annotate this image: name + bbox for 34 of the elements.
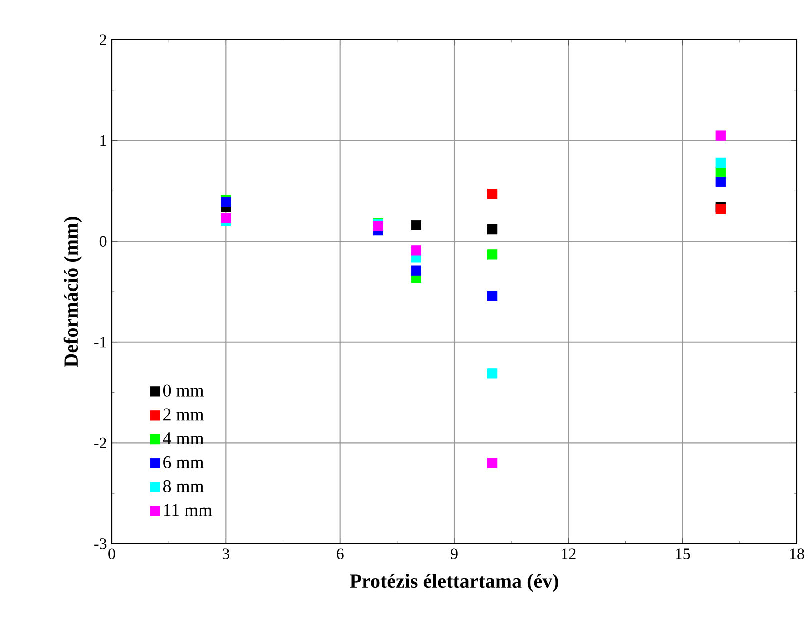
y-tick-label: -2 bbox=[94, 438, 106, 448]
x-tick-label: 12 bbox=[562, 548, 576, 560]
point bbox=[487, 290, 498, 302]
x-tick-label: 9 bbox=[451, 548, 458, 560]
point bbox=[221, 213, 232, 224]
legend-label: 8 mm bbox=[163, 480, 204, 493]
point bbox=[411, 246, 422, 256]
y-tick-label: 1 bbox=[100, 136, 106, 146]
legend-label: 11 mm bbox=[164, 504, 212, 516]
point bbox=[716, 158, 726, 168]
y-axis-title: Deformáció (mm) bbox=[64, 217, 82, 368]
point bbox=[716, 130, 726, 141]
point bbox=[411, 266, 422, 276]
point bbox=[411, 220, 422, 231]
point bbox=[487, 250, 498, 260]
y-tick-label: -3 bbox=[94, 538, 107, 550]
y-tick-label: -1 bbox=[94, 337, 106, 348]
point bbox=[487, 189, 498, 200]
legend-label: 0 mm bbox=[163, 384, 204, 397]
x-tick-label: 6 bbox=[337, 548, 344, 560]
x-tick-label: 3 bbox=[222, 548, 230, 560]
y-tick-label: 0 bbox=[100, 236, 107, 247]
x-tick-label: 0 bbox=[108, 548, 116, 560]
legend-label: 6 mm bbox=[164, 456, 204, 469]
legend-label: 2 mm bbox=[164, 408, 204, 421]
point bbox=[487, 458, 498, 468]
x-axis-title: Protézis élettartama (év) bbox=[350, 574, 558, 592]
point bbox=[716, 177, 726, 188]
x-tick-label: 18 bbox=[790, 548, 804, 560]
x-tick-label: 15 bbox=[676, 548, 690, 560]
legend-label: 4 mm bbox=[163, 432, 204, 444]
y-tick-label: 2 bbox=[100, 34, 106, 46]
point bbox=[487, 224, 498, 235]
point bbox=[487, 368, 498, 379]
